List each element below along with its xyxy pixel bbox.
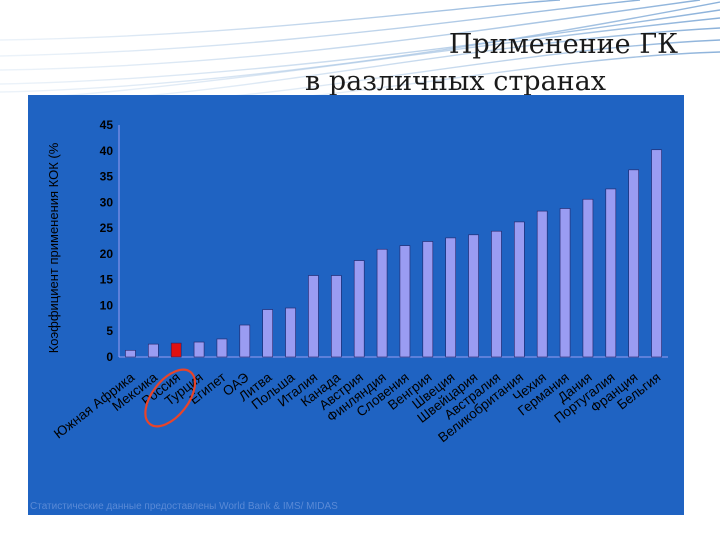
bar (628, 169, 639, 358)
highlight-circle (144, 368, 197, 428)
y-tick-label: 10 (100, 298, 114, 312)
bar (376, 248, 388, 358)
title-line-2: в различных странах (305, 66, 606, 97)
y-tick-labels: 0 5 10 15 20 25 30 35 40 45 (100, 118, 114, 364)
bar (285, 307, 296, 358)
bar (491, 230, 502, 358)
decorative-lines (0, 0, 720, 100)
bar (582, 198, 594, 358)
bar (262, 309, 273, 358)
title-line-1: Применение ГК (448, 29, 678, 60)
bar (422, 241, 434, 358)
bar (399, 245, 411, 358)
y-tick-label: 30 (100, 195, 114, 209)
bar (353, 260, 365, 358)
y-tick-label: 25 (100, 221, 114, 235)
bar (331, 275, 342, 358)
bar (514, 221, 525, 358)
y-tick-label: 20 (100, 247, 114, 261)
y-tick-label: 45 (100, 118, 114, 132)
bar (216, 338, 228, 358)
bar (125, 349, 136, 358)
y-tick-label: 15 (100, 273, 114, 287)
bar-chart: 0 5 10 15 20 25 30 35 40 45 Южная АфрикаМексикаРо… (46, 118, 668, 445)
slide-title: Применение ГК в различных странах (305, 26, 678, 100)
bar (193, 341, 205, 358)
y-axis-label: Коэффициент применения КОК (% (46, 142, 61, 353)
source-note: Статистические данные предоставлены Worl… (30, 501, 338, 512)
bar (536, 210, 548, 358)
y-tick-label: 0 (106, 350, 113, 364)
bar (148, 343, 159, 358)
bar (170, 342, 182, 358)
y-tick-label: 40 (100, 144, 114, 158)
bar (559, 208, 571, 358)
bar (308, 275, 319, 358)
bar (651, 149, 662, 358)
bar (445, 237, 456, 358)
bar (605, 188, 617, 358)
axes (118, 125, 668, 358)
x-tick-labels: Южная АфрикаМексикаРоссияТурцияЕгипетОАЭ… (51, 369, 663, 445)
bars (125, 149, 662, 358)
bar (239, 324, 251, 358)
y-tick-label: 35 (100, 170, 114, 184)
y-tick-label: 5 (106, 324, 113, 338)
bar (468, 234, 479, 358)
